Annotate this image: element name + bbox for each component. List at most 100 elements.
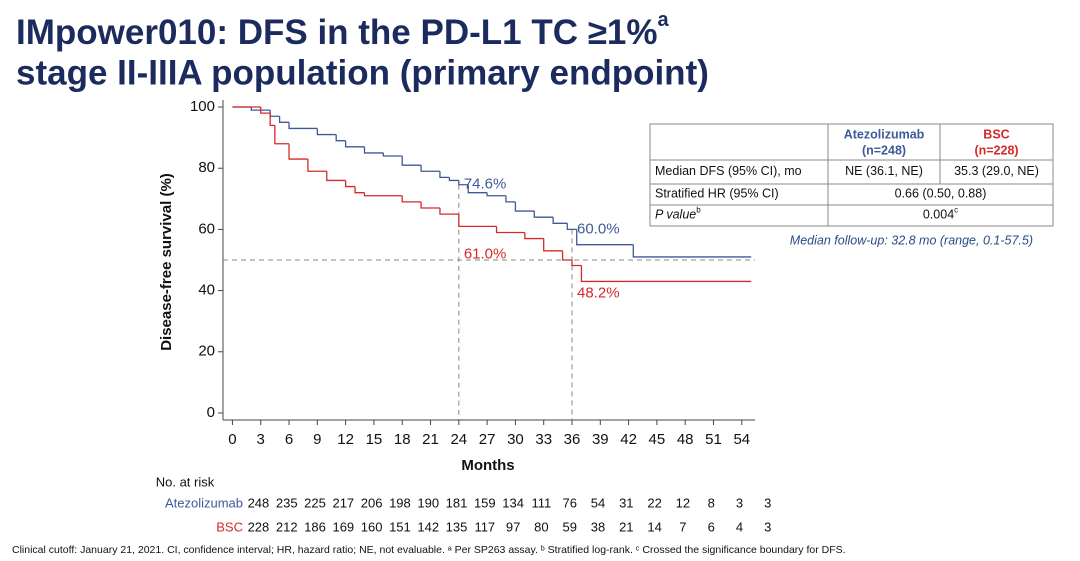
title-text: IMpower010: DFS in the PD-L1 TC ≥1%	[16, 13, 658, 52]
title-line: IMpower010: DFS in the PD-L1 TC ≥1%a	[16, 9, 670, 52]
survival-step	[269, 113, 275, 127]
survival-step	[495, 226, 525, 234]
survival-step	[486, 192, 506, 197]
y-tick-label: 20	[198, 343, 215, 360]
y-tick-label: 0	[207, 404, 215, 421]
risk-value: 4	[736, 519, 743, 534]
survival-step	[288, 122, 318, 130]
survival-step	[363, 192, 403, 197]
risk-value: 159	[474, 495, 496, 510]
risk-value: 225	[304, 495, 326, 510]
survival-step	[307, 159, 327, 172]
annotation: 74.6%	[464, 176, 507, 193]
risk-row-name: BSC	[216, 519, 243, 534]
x-tick-label: 27	[479, 431, 496, 448]
survival-step	[524, 232, 544, 240]
table-cell: NE (36.1, NE)	[845, 164, 923, 178]
survival-step	[576, 229, 634, 246]
survival-step	[543, 238, 563, 252]
risk-value: 80	[534, 519, 548, 534]
survival-step	[533, 211, 554, 218]
risk-value: 248	[248, 495, 270, 510]
x-tick-label: 6	[285, 431, 293, 448]
survival-step	[354, 186, 365, 194]
column-n: (n=248)	[862, 143, 906, 157]
row-label-text: Stratified HR (95% CI)	[655, 187, 779, 201]
survival-step	[250, 107, 271, 111]
risk-value: 212	[276, 519, 298, 534]
survival-step	[363, 146, 384, 154]
risk-value: 206	[361, 495, 383, 510]
risk-value: 21	[619, 519, 633, 534]
survival-step	[326, 171, 346, 182]
title-line: stage II-IIIA population (primary endpoi…	[16, 53, 709, 92]
risk-value: 54	[591, 495, 605, 510]
risk-value: 22	[647, 495, 661, 510]
footnote: Clinical cutoff: January 21, 2021. CI, c…	[12, 544, 846, 556]
table-cell-note: c	[954, 206, 958, 215]
risk-value: 134	[502, 495, 524, 510]
row-label: Median DFS (95% CI), mo	[655, 164, 802, 178]
column-header: BSC	[983, 127, 1009, 141]
y-tick-label: 60	[198, 220, 215, 237]
survival-step	[505, 195, 516, 203]
risk-value: 235	[276, 495, 298, 510]
risk-value: 160	[361, 519, 383, 534]
risk-value: 111	[532, 495, 552, 510]
x-tick-label: 45	[649, 431, 666, 448]
title-note: a	[658, 9, 670, 31]
survival-step	[439, 207, 459, 215]
table-cell-text: 0.004	[923, 208, 954, 222]
survival-step	[344, 140, 365, 148]
x-tick-label: 39	[592, 431, 609, 448]
risk-value: 186	[304, 519, 326, 534]
x-tick-label: 36	[564, 431, 581, 448]
annotation: 60.0%	[577, 220, 620, 237]
risk-value: 3	[764, 519, 771, 534]
y-tick-label: 40	[198, 282, 215, 299]
risk-value: 228	[248, 519, 270, 534]
risk-value: 181	[446, 495, 468, 510]
row-label-text: Median DFS (95% CI), mo	[655, 164, 802, 178]
annotation: 48.2%	[577, 284, 620, 301]
x-tick-label: 48	[677, 431, 694, 448]
x-tick-label: 0	[228, 431, 236, 448]
annotation: 61.0%	[464, 245, 507, 262]
y-tick-label: 80	[198, 159, 215, 176]
survival-step	[514, 201, 535, 212]
table-cell-text: 0.66 (0.50, 0.88)	[895, 187, 987, 201]
risk-value: 97	[506, 519, 520, 534]
y-axis-label: Disease-free survival (%)	[158, 173, 175, 351]
row-label-note: b	[696, 206, 701, 215]
table-cell: 0.66 (0.50, 0.88)	[895, 187, 987, 201]
risk-value: 217	[332, 495, 354, 510]
row-label: P valueb	[655, 206, 701, 222]
results-table: Atezolizumab (n=248) BSC (n=228) Median DFS …	[649, 123, 1054, 227]
risk-value: 59	[562, 519, 576, 534]
survival-step	[439, 171, 450, 179]
risk-value: 76	[562, 495, 576, 510]
survival-step	[401, 195, 422, 203]
survival-step	[278, 116, 290, 123]
risk-value: 3	[764, 495, 771, 510]
survival-step	[458, 180, 469, 186]
survival-step	[382, 152, 403, 157]
survival-step	[316, 128, 337, 136]
risk-value: 8	[708, 495, 715, 510]
survival-step	[448, 177, 459, 182]
risk-value: 14	[647, 519, 661, 534]
table-cell-text: 35.3 (29.0, NE)	[954, 164, 1039, 178]
risk-value: 135	[446, 519, 468, 534]
row-label: Stratified HR (95% CI)	[655, 187, 779, 201]
survival-step	[344, 180, 356, 188]
follow-up-note: Median follow-up: 32.8 mo (range, 0.1-57…	[790, 233, 1033, 247]
x-tick-label: 54	[733, 431, 750, 448]
survival-step	[580, 265, 752, 283]
risk-title: No. at risk	[156, 474, 215, 489]
x-tick-label: 33	[535, 431, 552, 448]
table-cell: 0.004c	[923, 206, 958, 222]
survival-step	[335, 134, 346, 142]
survival-step	[260, 107, 271, 114]
risk-value: 169	[332, 519, 354, 534]
